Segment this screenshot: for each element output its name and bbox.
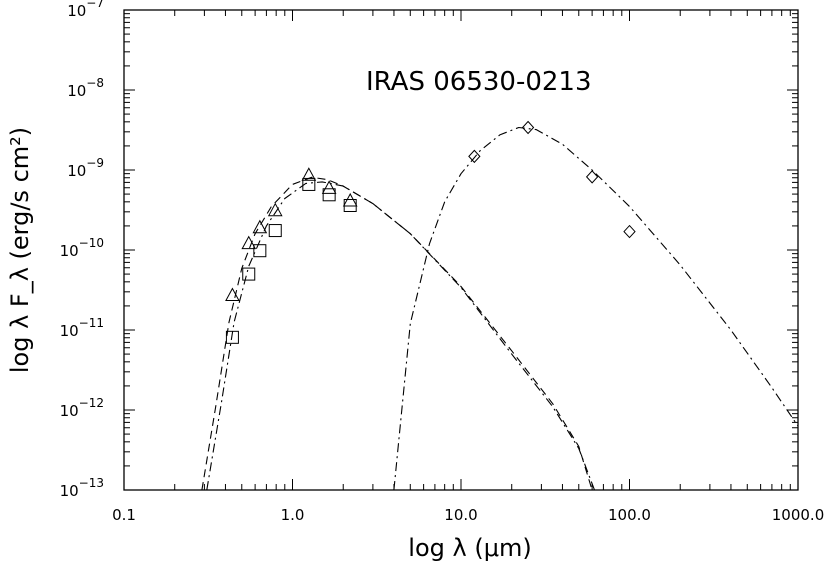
y-tick-label-base: 10 [67, 82, 86, 100]
y-axis-title: log λ F_λ (erg/s cm²) [6, 127, 34, 373]
x-tick-label: 1.0 [281, 506, 305, 524]
square-marker [268, 224, 282, 238]
model-curves [201, 126, 798, 490]
y-tick-label-exponent: −7 [86, 0, 104, 10]
x-tick-label: 1000.0 [772, 506, 825, 524]
y-tick-label-exponent: −9 [86, 156, 104, 170]
triangle-marker [225, 287, 240, 301]
triangle-marker [267, 202, 283, 217]
y-tick-label-base: 10 [60, 482, 79, 500]
y-tick-label: 10−7 [67, 0, 104, 20]
square-marker [253, 244, 267, 258]
triangle-marker [241, 235, 257, 250]
data-markers [225, 120, 636, 344]
y-tick-label-base: 10 [60, 242, 79, 260]
triangle-marker [301, 167, 317, 181]
y-tick-label-exponent: −11 [79, 316, 104, 330]
x-axis-title: log λ (μm) [408, 534, 531, 562]
model-curve-1 [201, 176, 593, 490]
y-tick-label-exponent: −13 [79, 476, 104, 490]
y-axis-ticks [124, 9, 798, 491]
y-tick-label: 10−12 [60, 396, 104, 420]
y-tick-label-exponent: −8 [86, 76, 104, 90]
x-axis-tick-labels: 0.1 1.0 10.0 100.0 1000.0 [112, 506, 824, 524]
y-tick-label: 10−10 [60, 236, 104, 260]
y-tick-label-exponent: −12 [79, 396, 104, 410]
square-marker [225, 330, 239, 344]
triangle-marker [252, 219, 268, 234]
y-tick-label: 10−9 [67, 156, 104, 180]
diamond-marker [585, 170, 599, 184]
square-marker [242, 267, 256, 281]
y-tick-label-base: 10 [60, 402, 79, 420]
y-tick-label-base: 10 [60, 322, 79, 340]
square-marker [322, 188, 336, 202]
square-marker [302, 177, 316, 191]
x-tick-label: 100.0 [608, 506, 651, 524]
square-marker [343, 198, 357, 212]
x-tick-label: 0.1 [112, 506, 136, 524]
y-tick-label: 10−11 [60, 316, 104, 340]
x-axis-ticks [123, 10, 799, 490]
model-curve-3 [393, 126, 798, 490]
y-tick-label: 10−13 [60, 476, 104, 500]
model-curve-2 [206, 181, 596, 490]
y-tick-label-exponent: −10 [79, 236, 104, 250]
diamond-marker [521, 120, 535, 135]
diamond-marker [468, 149, 481, 164]
y-tick-label-base: 10 [67, 2, 86, 20]
triangle-marker [321, 180, 337, 194]
x-tick-label: 10.0 [444, 506, 477, 524]
plot-title: IRAS 06530-0213 [366, 67, 592, 97]
diamond-marker [623, 224, 636, 239]
y-tick-label-base: 10 [67, 162, 86, 180]
y-tick-label: 10−8 [67, 76, 104, 100]
